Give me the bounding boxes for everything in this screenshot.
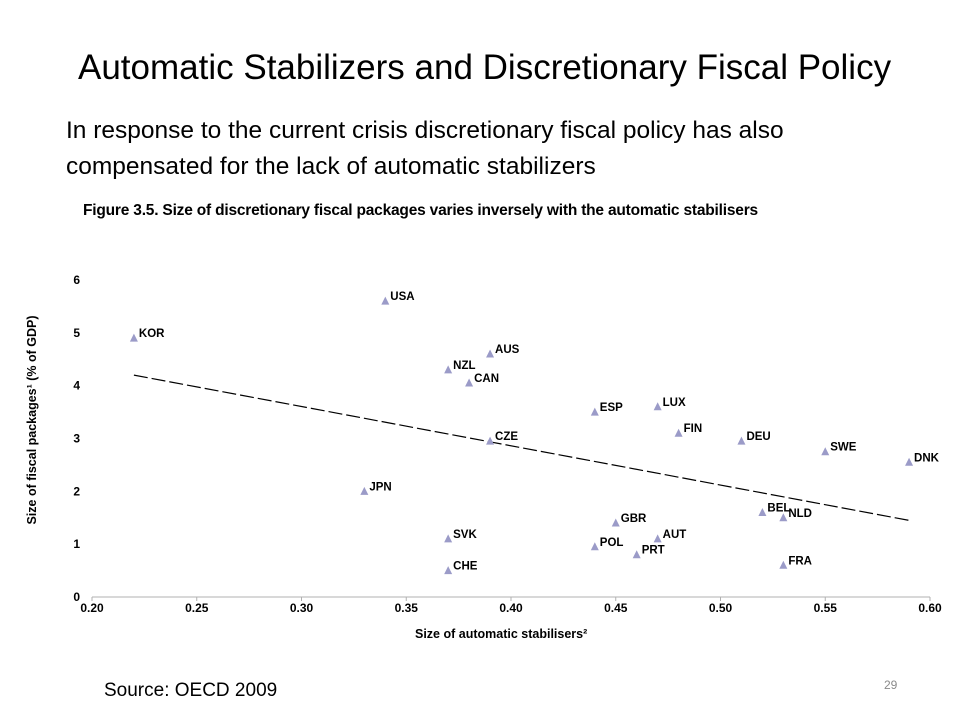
slide-title: Automatic Stabilizers and Discretionary … xyxy=(78,48,892,87)
data-point-fra xyxy=(779,560,788,569)
point-label-fra: FRA xyxy=(788,555,812,567)
y-tick-label: 2 xyxy=(73,484,80,498)
y-tick-label: 1 xyxy=(73,537,80,551)
x-tick-label: 0.20 xyxy=(80,601,104,615)
point-label-kor: KOR xyxy=(139,328,165,340)
slide-subtitle: In response to the current crisis discre… xyxy=(66,113,946,185)
data-point-aus xyxy=(486,349,495,358)
y-tick-label: 0 xyxy=(73,590,80,604)
data-point-svk xyxy=(444,534,453,543)
point-label-dnk: DNK xyxy=(914,452,940,464)
data-point-nzl xyxy=(444,365,453,374)
point-label-bel: BEL xyxy=(767,502,790,514)
data-point-pol xyxy=(590,542,599,551)
x-tick-label: 0.45 xyxy=(604,601,628,615)
point-label-svk: SVK xyxy=(453,529,477,541)
point-label-nzl: NZL xyxy=(453,360,475,372)
data-point-bel xyxy=(758,507,767,516)
data-point-esp xyxy=(590,407,599,416)
x-axis-label: Size of automatic stabilisers² xyxy=(415,627,587,641)
y-tick-label: 6 xyxy=(73,273,80,287)
point-label-fin: FIN xyxy=(684,423,703,435)
data-point-lux xyxy=(653,402,662,411)
point-label-prt: PRT xyxy=(642,545,665,557)
page-number: 29 xyxy=(884,678,898,692)
point-label-usa: USA xyxy=(390,291,414,303)
subtitle-line: In response to the current crisis discre… xyxy=(66,117,784,144)
point-label-cze: CZE xyxy=(495,431,518,443)
point-label-jpn: JPN xyxy=(369,481,391,493)
point-label-pol: POL xyxy=(600,537,624,549)
x-tick-label: 0.40 xyxy=(499,601,523,615)
data-point-dnk xyxy=(905,457,914,466)
point-label-che: CHE xyxy=(453,561,478,573)
y-tick-label: 5 xyxy=(73,326,80,340)
x-tick-label: 0.60 xyxy=(918,601,942,615)
trendline-group xyxy=(133,374,910,521)
data-point-swe xyxy=(821,447,830,456)
point-label-aut: AUT xyxy=(663,529,687,541)
point-label-esp: ESP xyxy=(600,402,623,414)
data-point-usa xyxy=(381,296,390,305)
y-axis-label: Size of fiscal packages¹ (% of GDP) xyxy=(25,315,39,524)
point-label-nld: NLD xyxy=(788,508,812,520)
chart-axes: 0.20 0.25 0.30 0.35 0.40 0.45 0.50 0.55 0.60 0 1 2 3… xyxy=(73,273,942,615)
point-label-can: CAN xyxy=(474,373,499,385)
y-tick-label: 4 xyxy=(73,379,80,393)
x-tick-label: 0.50 xyxy=(709,601,733,615)
x-tick-label: 0.35 xyxy=(395,601,419,615)
data-point-aut xyxy=(653,534,662,543)
data-point-che xyxy=(444,566,453,575)
trendline xyxy=(133,374,910,521)
data-point-fin xyxy=(674,428,683,437)
x-tick-label: 0.55 xyxy=(814,601,838,615)
source-note: Source: OECD 2009 xyxy=(104,680,278,701)
data-point-can xyxy=(465,378,474,387)
figure-title: Figure 3.5. Size of discretionary fiscal… xyxy=(83,202,758,219)
data-point-jpn xyxy=(360,486,369,495)
x-tick-label: 0.25 xyxy=(185,601,209,615)
x-tick-label: 0.30 xyxy=(290,601,314,615)
subtitle-line: compensated for the lack of automatic st… xyxy=(66,153,596,180)
data-point-kor xyxy=(129,333,138,342)
point-label-gbr: GBR xyxy=(621,513,647,525)
data-point-deu xyxy=(737,436,746,445)
data-point-gbr xyxy=(611,518,620,527)
point-label-aus: AUS xyxy=(495,344,520,356)
data-point-nld xyxy=(779,513,788,522)
data-point-prt xyxy=(632,550,641,559)
point-label-lux: LUX xyxy=(663,397,686,409)
point-label-deu: DEU xyxy=(746,431,770,443)
data-point-cze xyxy=(486,436,495,445)
y-tick-label: 3 xyxy=(73,432,80,446)
point-label-swe: SWE xyxy=(830,442,857,454)
